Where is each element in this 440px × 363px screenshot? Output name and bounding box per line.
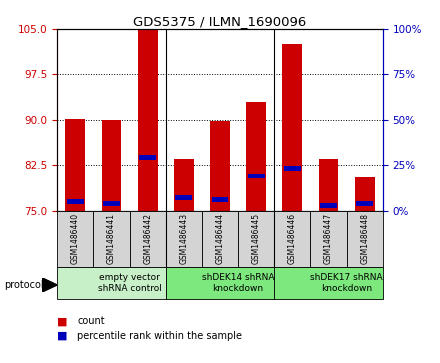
Bar — [103, 201, 120, 206]
Text: GSM1486441: GSM1486441 — [107, 213, 116, 264]
Bar — [210, 121, 230, 211]
Bar — [319, 159, 338, 211]
Bar — [67, 199, 84, 204]
Text: GSM1486447: GSM1486447 — [324, 213, 333, 264]
Bar — [174, 159, 194, 211]
Text: GSM1486446: GSM1486446 — [288, 213, 297, 264]
Bar — [282, 44, 302, 211]
Text: protocol: protocol — [4, 280, 44, 290]
Text: GSM1486440: GSM1486440 — [71, 213, 80, 264]
Text: empty vector
shRNA control: empty vector shRNA control — [98, 273, 161, 293]
Text: GSM1486448: GSM1486448 — [360, 213, 369, 264]
Bar — [356, 201, 373, 206]
Text: shDEK14 shRNA
knockdown: shDEK14 shRNA knockdown — [202, 273, 274, 293]
Bar — [138, 29, 158, 211]
Text: GSM1486445: GSM1486445 — [252, 213, 260, 264]
Text: GSM1486444: GSM1486444 — [216, 213, 224, 264]
Bar — [355, 177, 375, 211]
Text: GSM1486443: GSM1486443 — [180, 213, 188, 264]
Title: GDS5375 / ILMN_1690096: GDS5375 / ILMN_1690096 — [133, 15, 307, 28]
Bar — [93, 211, 129, 267]
Text: ■: ■ — [57, 331, 68, 341]
Bar — [246, 102, 266, 211]
Polygon shape — [42, 278, 57, 292]
Text: count: count — [77, 316, 105, 326]
Bar — [102, 120, 121, 211]
Bar — [274, 267, 383, 299]
Bar — [166, 267, 274, 299]
Bar — [66, 119, 85, 211]
Bar — [139, 155, 156, 160]
Bar — [202, 211, 238, 267]
Bar — [284, 166, 301, 171]
Bar — [238, 211, 274, 267]
Bar — [320, 203, 337, 208]
Bar — [57, 211, 93, 267]
Bar — [129, 211, 166, 267]
Bar — [176, 195, 192, 200]
Text: ■: ■ — [57, 316, 68, 326]
Bar — [212, 197, 228, 202]
Text: GSM1486442: GSM1486442 — [143, 213, 152, 264]
Text: percentile rank within the sample: percentile rank within the sample — [77, 331, 242, 341]
Text: shDEK17 shRNA
knockdown: shDEK17 shRNA knockdown — [310, 273, 383, 293]
Bar — [347, 211, 383, 267]
Bar — [248, 174, 264, 179]
Bar — [311, 211, 347, 267]
Bar — [57, 267, 166, 299]
Bar — [274, 211, 311, 267]
Bar — [166, 211, 202, 267]
